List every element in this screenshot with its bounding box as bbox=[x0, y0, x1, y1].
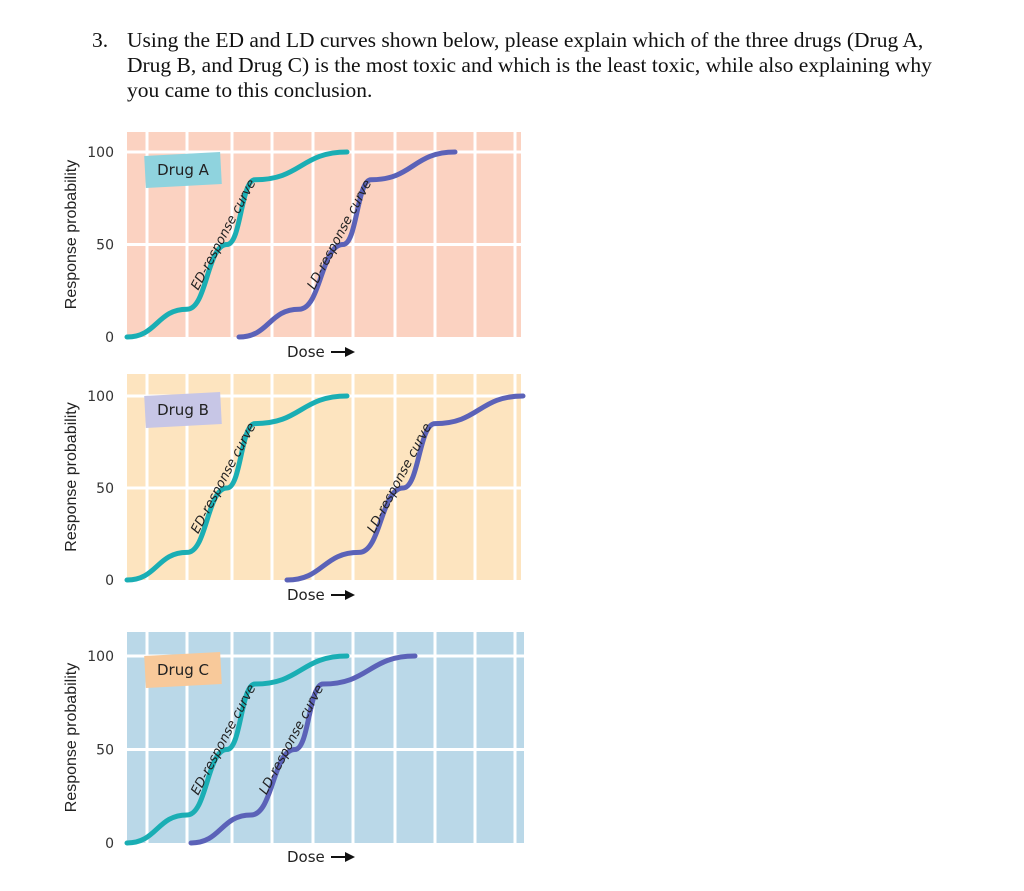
arrow-head-icon bbox=[345, 347, 355, 357]
ld-response-curve bbox=[188, 653, 418, 846]
drug-label-box bbox=[144, 152, 222, 188]
y-tick-label: 0 bbox=[105, 330, 114, 346]
y-axis-label: Response probability bbox=[63, 402, 80, 551]
question-text: Using the ED and LD curves shown below, … bbox=[127, 28, 932, 102]
y-tick-label: 0 bbox=[105, 836, 114, 852]
ld-response-curve bbox=[284, 393, 526, 583]
arrow-head-icon bbox=[345, 590, 355, 600]
ed-response-curve bbox=[124, 149, 350, 340]
drug-label: Drug C bbox=[157, 661, 209, 679]
drug-label-box bbox=[144, 652, 222, 688]
y-tick-label: 50 bbox=[96, 238, 114, 254]
drug-label: Drug B bbox=[157, 401, 209, 419]
y-axis-label: Response probability bbox=[63, 160, 80, 309]
ed-response-curve bbox=[124, 653, 350, 846]
ed-response-curve bbox=[124, 393, 350, 583]
dose-label: Dose bbox=[287, 343, 325, 361]
y-tick-label: 50 bbox=[96, 743, 114, 759]
y-tick-label: 100 bbox=[87, 145, 114, 161]
drug-label-box bbox=[144, 392, 222, 428]
y-tick-label: 100 bbox=[87, 389, 114, 405]
ld-response-curve bbox=[236, 149, 458, 340]
dose-label: Dose bbox=[287, 586, 325, 604]
dose-label: Dose bbox=[287, 848, 325, 866]
y-tick-label: 50 bbox=[96, 481, 114, 497]
arrow-head-icon bbox=[345, 852, 355, 862]
y-tick-label: 100 bbox=[87, 649, 114, 665]
question-number: 3. bbox=[92, 28, 109, 52]
y-tick-label: 0 bbox=[105, 573, 114, 589]
drug-label: Drug A bbox=[157, 161, 210, 179]
y-axis-label: Response probability bbox=[63, 663, 80, 812]
